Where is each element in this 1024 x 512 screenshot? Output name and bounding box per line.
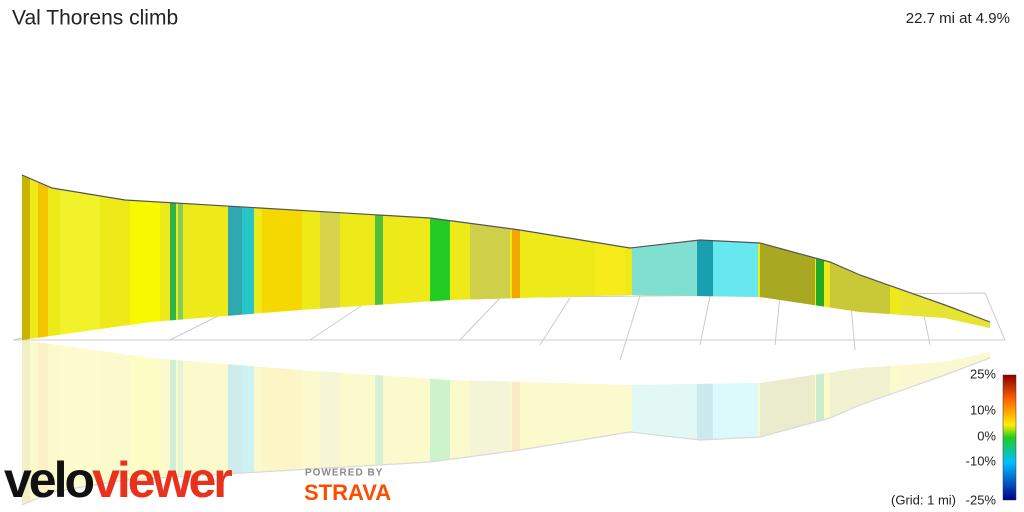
elevation-wall bbox=[20, 170, 995, 345]
logo-velo: velo bbox=[4, 452, 94, 508]
powered-by: POWERED BY bbox=[305, 468, 383, 479]
scale-label: 10% bbox=[970, 402, 996, 417]
logo: veloviewer bbox=[4, 452, 232, 508]
color-scale bbox=[1002, 374, 1017, 501]
scale-label: 0% bbox=[977, 428, 996, 443]
grid-note: (Grid: 1 mi) bbox=[891, 492, 956, 507]
title: Val Thorens climb bbox=[12, 7, 178, 30]
scale-label: -25% bbox=[966, 492, 997, 507]
scale-label: 25% bbox=[970, 366, 996, 381]
scale-label: -10% bbox=[966, 453, 997, 468]
strava: STRAVA bbox=[304, 480, 391, 505]
logo-viewer: viewer bbox=[92, 452, 232, 508]
summary: 22.7 mi at 4.9% bbox=[906, 10, 1010, 27]
